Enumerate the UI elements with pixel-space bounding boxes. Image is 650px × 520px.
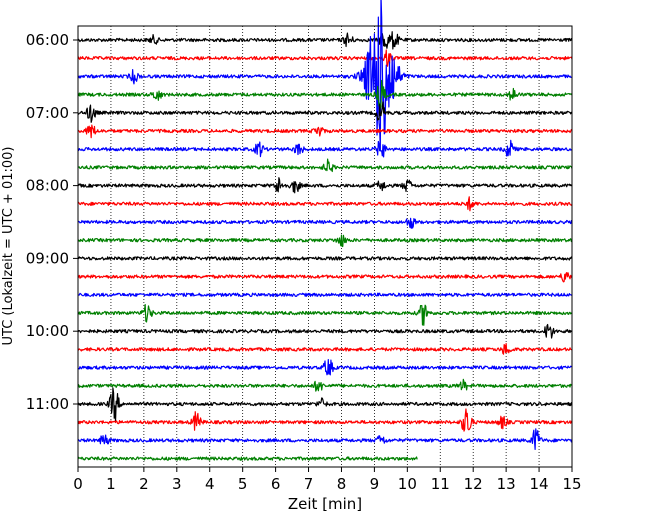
trace-row-8 xyxy=(77,177,573,194)
trace-row-13 xyxy=(77,271,573,283)
trace-row-3 xyxy=(77,79,573,109)
trace-row-12 xyxy=(77,256,573,261)
x-axis-label: Zeit [min] xyxy=(288,495,362,513)
trace-row-4 xyxy=(77,101,573,123)
x-tick-label: 7 xyxy=(304,475,314,493)
trace-row-9 xyxy=(77,196,573,212)
x-tick-label: 4 xyxy=(205,475,215,493)
x-tick-label: 13 xyxy=(497,475,516,493)
y-tick-label: 09:00 xyxy=(26,249,69,267)
x-tick-label: 3 xyxy=(172,475,182,493)
plot-area xyxy=(78,26,572,467)
trace-row-17 xyxy=(77,342,573,355)
x-axis-ticks: 0 1 2 3 4 5 6 7 8 9 10 11 12 13 14 15 xyxy=(73,467,582,493)
trace-row-22 xyxy=(77,428,573,451)
y-tick-label: 11:00 xyxy=(26,395,69,413)
x-tick-label: 5 xyxy=(238,475,248,493)
trace-row-18 xyxy=(77,358,573,376)
x-tick-label: 6 xyxy=(271,475,281,493)
y-axis-label: UTC (Lokalzeit = UTC + 01:00) xyxy=(1,147,16,346)
seismic-traces xyxy=(77,0,573,461)
trace-row-15 xyxy=(77,303,573,326)
y-tick-label: 06:00 xyxy=(26,31,69,49)
trace-row-6 xyxy=(77,139,573,158)
x-tick-label: 15 xyxy=(562,475,581,493)
y-tick-label: 10:00 xyxy=(26,322,69,340)
plot-frame xyxy=(77,25,573,468)
trace-row-23 xyxy=(77,456,418,461)
trace-row-2 xyxy=(77,0,573,152)
x-tick-label: 10 xyxy=(398,475,417,493)
x-tick-label: 11 xyxy=(431,475,450,493)
x-tick-label: 1 xyxy=(106,475,116,493)
trace-row-10 xyxy=(77,217,573,229)
trace-row-7 xyxy=(77,158,573,173)
y-tick-label: 08:00 xyxy=(26,177,69,195)
y-tick-label: 07:00 xyxy=(26,104,69,122)
x-tick-label: 8 xyxy=(337,475,347,493)
trace-row-20 xyxy=(77,387,573,422)
trace-row-19 xyxy=(77,378,573,392)
x-tick-label: 2 xyxy=(139,475,149,493)
trace-row-5 xyxy=(77,124,573,139)
y-axis-ticks: 06:00 07:00 08:00 09:00 10:00 11:00 xyxy=(26,31,78,413)
trace-row-11 xyxy=(77,234,573,248)
x-tick-label: 12 xyxy=(464,475,483,493)
trace-row-0 xyxy=(77,31,573,50)
trace-row-14 xyxy=(77,292,573,297)
x-tick-label: 14 xyxy=(530,475,549,493)
trace-row-16 xyxy=(77,323,573,339)
x-tick-label: 0 xyxy=(73,475,83,493)
trace-row-21 xyxy=(77,408,573,432)
x-tick-label: 9 xyxy=(370,475,380,493)
trace-row-1 xyxy=(77,49,573,67)
